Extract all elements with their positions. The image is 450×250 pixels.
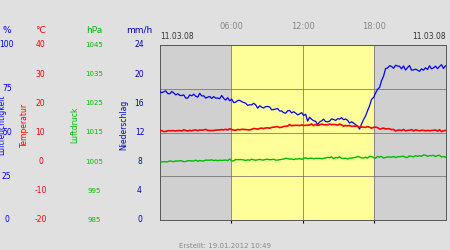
Bar: [231, 45, 374, 220]
Text: 24: 24: [135, 40, 144, 50]
Text: Erstellt: 19.01.2012 10:49: Erstellt: 19.01.2012 10:49: [179, 242, 271, 248]
Text: 20: 20: [135, 70, 144, 79]
Text: 100: 100: [0, 40, 14, 50]
Text: 1015: 1015: [86, 130, 104, 136]
Text: 75: 75: [2, 84, 12, 93]
Text: 0: 0: [4, 216, 9, 224]
Text: Luftfeuchtigkeit: Luftfeuchtigkeit: [0, 95, 7, 155]
Text: mm/h: mm/h: [126, 26, 153, 35]
Text: 10: 10: [36, 128, 45, 137]
Text: -20: -20: [34, 216, 47, 224]
Text: 4: 4: [137, 186, 142, 195]
Text: 8: 8: [137, 157, 142, 166]
Text: 40: 40: [36, 40, 45, 50]
Text: 1025: 1025: [86, 100, 104, 106]
Text: 0: 0: [38, 157, 43, 166]
Text: 25: 25: [2, 172, 12, 181]
Text: 30: 30: [36, 70, 45, 79]
Text: 12: 12: [135, 128, 144, 137]
Text: Temperatur: Temperatur: [20, 103, 29, 147]
Text: 1045: 1045: [86, 42, 104, 48]
Text: hPa: hPa: [86, 26, 103, 35]
Text: 20: 20: [36, 99, 45, 108]
Text: 16: 16: [135, 99, 144, 108]
Text: 12:00: 12:00: [291, 22, 315, 31]
Text: 0: 0: [137, 216, 142, 224]
Text: °C: °C: [35, 26, 46, 35]
Text: 995: 995: [88, 188, 101, 194]
Text: %: %: [2, 26, 11, 35]
Text: Luftdruck: Luftdruck: [70, 107, 79, 143]
Text: 11.03.08: 11.03.08: [160, 32, 194, 42]
Text: -10: -10: [34, 186, 47, 195]
Text: 06:00: 06:00: [219, 22, 243, 31]
Text: 50: 50: [2, 128, 12, 137]
Text: Niederschlag: Niederschlag: [119, 100, 128, 150]
Text: 18:00: 18:00: [362, 22, 386, 31]
Text: 1035: 1035: [86, 71, 104, 77]
Text: 11.03.08: 11.03.08: [412, 32, 446, 42]
Text: 1005: 1005: [86, 159, 104, 165]
Text: 985: 985: [88, 217, 101, 223]
